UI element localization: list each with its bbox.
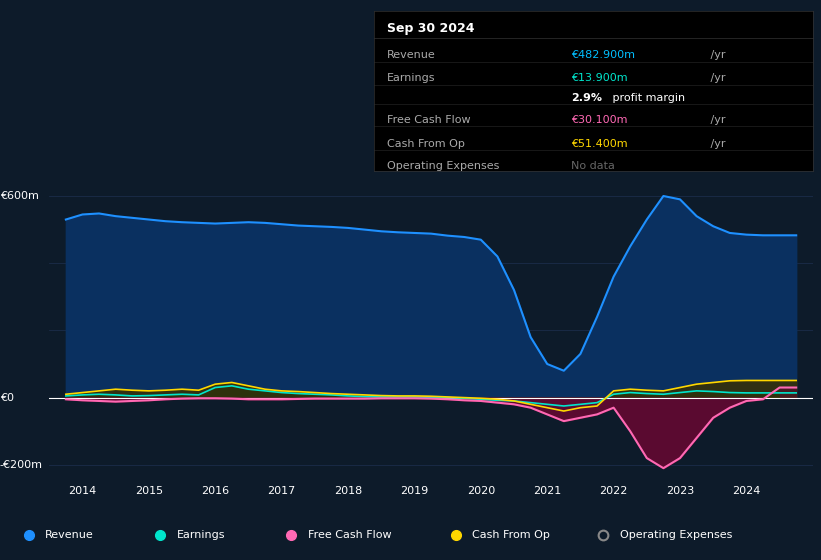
- Text: Operating Expenses: Operating Expenses: [620, 530, 732, 540]
- Text: €600m: €600m: [0, 191, 39, 201]
- Text: /yr: /yr: [708, 139, 726, 149]
- Text: Free Cash Flow: Free Cash Flow: [387, 115, 470, 125]
- Text: /yr: /yr: [708, 115, 726, 125]
- Text: Sep 30 2024: Sep 30 2024: [387, 22, 475, 35]
- Text: Revenue: Revenue: [45, 530, 94, 540]
- Text: /yr: /yr: [708, 49, 726, 59]
- Text: profit margin: profit margin: [608, 92, 685, 102]
- Text: €51.400m: €51.400m: [571, 139, 628, 149]
- Text: /yr: /yr: [708, 73, 726, 83]
- Text: Free Cash Flow: Free Cash Flow: [308, 530, 392, 540]
- Text: Cash From Op: Cash From Op: [387, 139, 465, 149]
- Text: Revenue: Revenue: [387, 49, 435, 59]
- Text: Operating Expenses: Operating Expenses: [387, 161, 499, 171]
- Text: €13.900m: €13.900m: [571, 73, 628, 83]
- Text: Cash From Op: Cash From Op: [472, 530, 550, 540]
- Text: No data: No data: [571, 161, 615, 171]
- Text: 2.9%: 2.9%: [571, 92, 603, 102]
- Text: Earnings: Earnings: [387, 73, 435, 83]
- Text: €30.100m: €30.100m: [571, 115, 628, 125]
- Text: €0: €0: [0, 393, 14, 403]
- Text: €482.900m: €482.900m: [571, 49, 635, 59]
- Text: Earnings: Earnings: [177, 530, 225, 540]
- Text: -€200m: -€200m: [0, 460, 43, 470]
